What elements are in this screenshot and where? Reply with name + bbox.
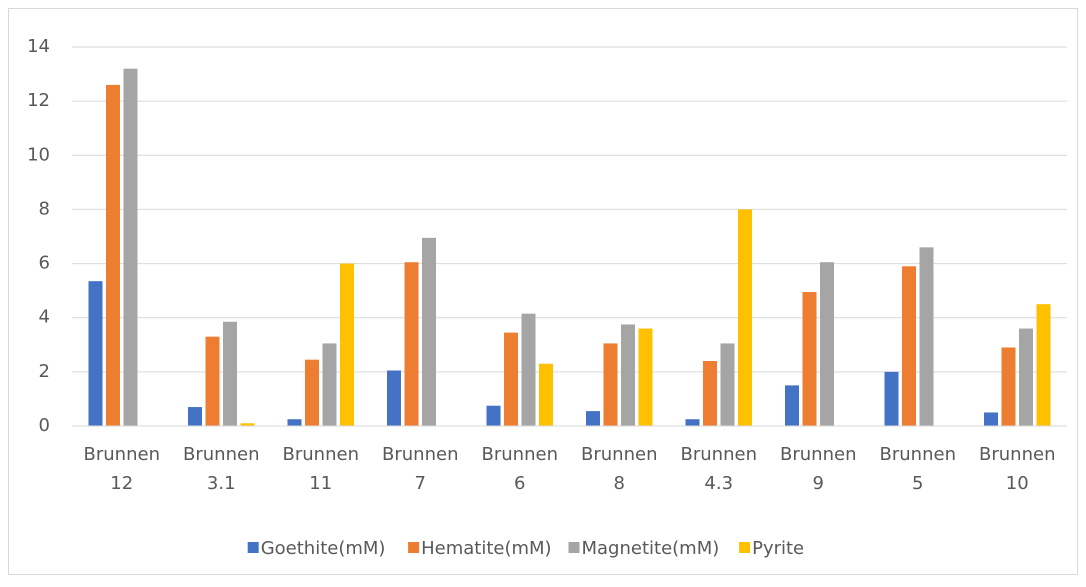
bar <box>738 209 752 426</box>
x-tick-label: Brunnen 5 <box>880 444 956 494</box>
bar <box>223 321 237 426</box>
bar <box>287 419 302 426</box>
x-tick-label: Brunnen 7 <box>382 444 458 494</box>
bar <box>802 291 817 426</box>
bar <box>638 328 653 426</box>
legend-swatch <box>739 542 751 553</box>
bar <box>521 313 536 426</box>
y-tick-label: 8 <box>39 198 50 219</box>
legend-label: Goethite(mM) <box>261 538 386 559</box>
bar <box>720 343 735 426</box>
bar <box>240 423 255 426</box>
bar <box>88 281 103 426</box>
bar <box>422 237 436 426</box>
bar <box>539 363 553 426</box>
bar <box>603 343 618 426</box>
bar <box>1036 304 1051 426</box>
bar <box>1019 328 1033 426</box>
bar <box>703 361 717 426</box>
bar <box>1001 347 1016 426</box>
chart-frame <box>8 8 1078 575</box>
x-tick-label: Brunnen 4.3 <box>681 444 757 494</box>
bar <box>884 371 899 426</box>
bar <box>387 370 401 426</box>
y-tick-label: 2 <box>39 361 50 382</box>
y-tick-label: 10 <box>27 144 50 165</box>
bar <box>305 359 319 426</box>
y-tick-label: 12 <box>27 90 50 111</box>
bar <box>205 336 220 426</box>
bar <box>188 407 202 426</box>
legend-swatch <box>568 542 580 553</box>
x-tick-label: Brunnen 10 <box>979 444 1055 494</box>
legend-swatch <box>408 542 420 553</box>
legend-label: Pyrite <box>752 538 804 559</box>
legend-label: Magnetite(mM) <box>582 538 720 559</box>
y-tick-label: 14 <box>27 36 50 57</box>
x-tick-label: Brunnen 6 <box>482 444 558 494</box>
bar <box>820 262 834 426</box>
x-tick-label: Brunnen 12 <box>84 444 160 494</box>
x-tick-label: Brunnen 11 <box>283 444 359 494</box>
bar <box>984 412 998 426</box>
bar <box>486 405 501 426</box>
y-tick-label: 4 <box>39 307 50 328</box>
bar <box>685 419 700 426</box>
bar <box>106 84 120 427</box>
bar <box>123 68 138 427</box>
x-tick-label: Brunnen 3.1 <box>183 444 259 494</box>
bar <box>404 262 419 426</box>
bar <box>919 247 934 426</box>
legend-label: Hematite(mM) <box>421 538 551 559</box>
y-tick-label: 0 <box>39 415 50 436</box>
bar <box>322 343 337 426</box>
bar <box>621 324 635 426</box>
x-tick-label: Brunnen 8 <box>581 444 657 494</box>
y-tick-label: 6 <box>39 253 50 274</box>
bar <box>902 266 916 426</box>
bar <box>340 263 354 426</box>
x-tick-label: Brunnen 9 <box>780 444 856 494</box>
bar <box>586 411 600 426</box>
bar <box>785 385 799 426</box>
bar <box>504 332 518 426</box>
legend-swatch <box>247 542 259 553</box>
